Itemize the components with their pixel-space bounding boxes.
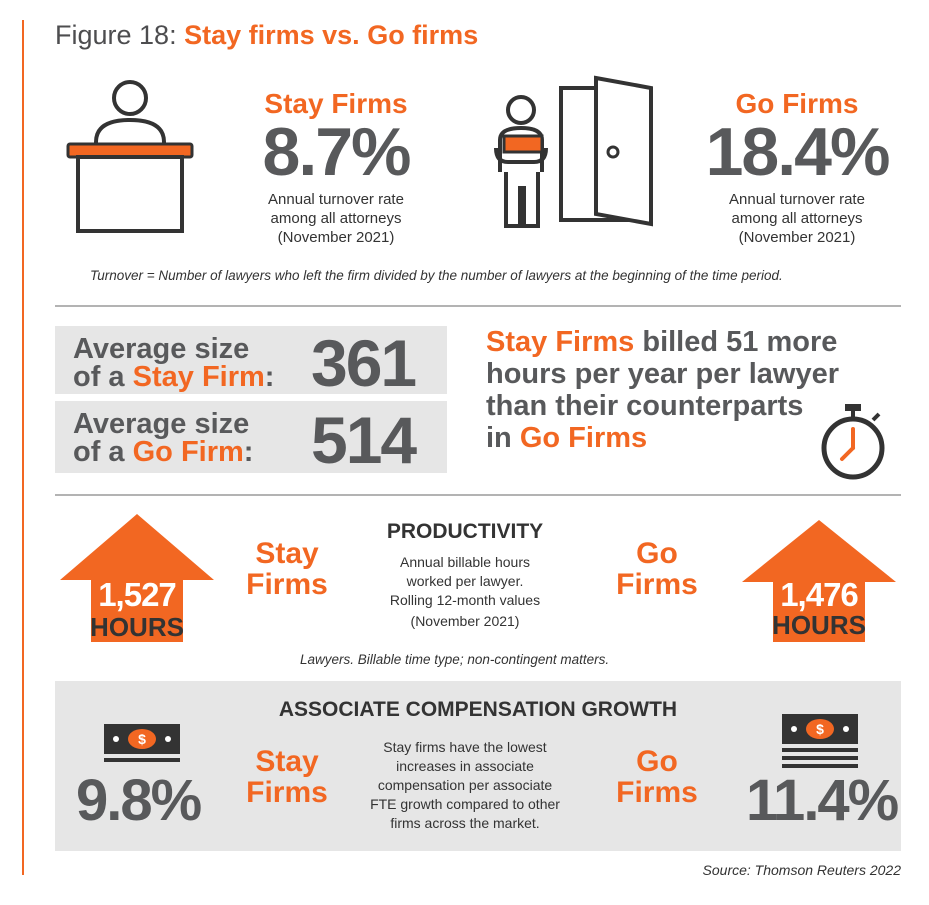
stay-size-prefix: of a	[73, 361, 133, 393]
go-firms-heading: Go Firms	[735, 88, 859, 119]
productivity-desc-line3: Rolling 12-month values	[389, 592, 541, 608]
go-size-label-line1: Average size	[73, 408, 250, 440]
billed-firm2: Go Firms	[519, 422, 648, 454]
productivity-desc-line1: Annual billable hours	[400, 554, 530, 570]
open-door-icon	[559, 75, 653, 227]
go-size-prefix: of a	[73, 436, 133, 468]
compensation-desc-line1: Stay firms have the lowest	[383, 739, 547, 755]
billed-line3: than their counterparts	[486, 390, 804, 422]
stay-size-label-line2: of a Stay Firm:	[73, 361, 275, 393]
stay-size-label-line1: Average size	[73, 333, 250, 365]
compensation-desc-line5: firms across the market.	[390, 815, 540, 831]
go-compensation-value: 11.4%	[746, 768, 899, 833]
stay-desc-line2: among all attorneys	[270, 210, 402, 227]
billed-line1: Stay Firms billed 51 more	[486, 326, 839, 358]
compensation-desc-line4: FTE growth compared to other	[370, 796, 560, 812]
go-turnover-value: 18.4%	[705, 114, 891, 190]
compensation-desc: Stay firms have the lowest increases in …	[340, 738, 590, 833]
desk-person-icon	[66, 80, 194, 233]
go-desc-line3: (November 2021)	[738, 229, 856, 246]
go-size-label-line2: of a Go Firm:	[73, 436, 254, 468]
stay-productivity-value: 1,527	[98, 576, 177, 613]
divider-1	[55, 305, 901, 307]
stay-productivity-unit: HOURS	[90, 612, 184, 642]
figure-title: Figure 18: Stay firms vs. Go firms	[55, 20, 478, 51]
stay-desc-line3: (November 2021)	[277, 229, 395, 246]
compensation-go-label: Go Firms	[602, 746, 712, 808]
up-arrow-icon	[742, 520, 896, 642]
money-bill-icon: $	[104, 724, 180, 762]
go-desc-line1: Annual turnover rate	[729, 191, 865, 208]
money-stack-symbol: $	[816, 721, 824, 737]
productivity-stay-label-1: Stay	[255, 537, 319, 570]
go-productivity-unit: HOURS	[772, 610, 866, 640]
stay-turnover-desc: Annual turnover rate among all attorneys…	[236, 190, 436, 247]
go-size-label: Average size of a Go Firm:	[73, 408, 254, 468]
stay-size-suffix: :	[264, 361, 275, 393]
productivity-go-label-2: Firms	[616, 568, 698, 601]
productivity-desc-line4: (November 2021)	[410, 613, 520, 629]
figure-subtitle: Stay firms vs. Go firms	[184, 20, 479, 50]
figure-number: Figure 18:	[55, 20, 177, 50]
productivity-desc-line2: worked per lawyer.	[406, 573, 524, 589]
go-size-firm: Go Firm	[132, 436, 244, 468]
stay-size-firm: Stay Firm	[132, 361, 265, 393]
compensation-stay-label-2: Firms	[246, 776, 328, 809]
person-carrying-box-icon	[494, 95, 548, 228]
compensation-stay-label: Stay Firms	[232, 746, 342, 808]
stay-firms-heading: Stay Firms	[264, 88, 408, 119]
go-desc-line2: among all attorneys	[731, 210, 863, 227]
productivity-stay-label-2: Firms	[246, 568, 328, 601]
compensation-go-label-1: Go	[636, 745, 678, 778]
up-arrow-icon	[60, 514, 214, 642]
compensation-heading: ASSOCIATE COMPENSATION GROWTH	[278, 698, 678, 721]
money-bill-symbol: $	[138, 731, 146, 747]
productivity-note: Lawyers. Billable time type; non-conting…	[300, 652, 610, 667]
stay-size-box: Average size of a Stay Firm: 361	[55, 326, 447, 400]
turnover-note: Turnover = Number of lawyers who left th…	[90, 268, 783, 283]
compensation-desc-line2: increases in associate	[396, 758, 534, 774]
productivity-desc: Annual billable hours worked per lawyer.…	[340, 553, 590, 631]
money-stack-icon: $	[782, 714, 858, 768]
billed-prefix4: in	[486, 422, 520, 454]
stay-turnover-value: 8.7%	[262, 114, 412, 190]
billed-statement: Stay Firms billed 51 more hours per year…	[486, 326, 839, 454]
compensation-desc-line3: compensation per associate	[377, 777, 553, 793]
billed-firm1: Stay Firms	[486, 326, 635, 358]
go-size-box: Average size of a Go Firm: 514	[55, 401, 447, 473]
compensation-panel	[55, 681, 901, 851]
billed-line2: hours per year per lawyer	[486, 358, 839, 390]
source-note: Source: Thomson Reuters 2022	[702, 862, 901, 878]
productivity-go-label-1: Go	[636, 537, 678, 570]
go-size-value: 514	[311, 403, 417, 477]
billed-text1: billed 51 more	[634, 326, 838, 358]
productivity-heading: PRODUCTIVITY	[386, 520, 544, 543]
compensation-stay-label-1: Stay	[255, 745, 319, 778]
go-productivity-value: 1,476	[780, 576, 859, 613]
productivity-go-label: Go Firms	[602, 538, 712, 600]
left-accent-line	[22, 20, 24, 875]
stay-size-value: 361	[311, 326, 417, 400]
stopwatch-icon	[821, 404, 885, 480]
stay-desc-line1: Annual turnover rate	[268, 191, 404, 208]
productivity-stay-label: Stay Firms	[232, 538, 342, 600]
billed-line4: in Go Firms	[486, 422, 839, 454]
go-turnover-desc: Annual turnover rate among all attorneys…	[697, 190, 897, 247]
stay-size-label: Average size of a Stay Firm:	[73, 333, 275, 393]
divider-2	[55, 494, 901, 496]
stay-compensation-value: 9.8%	[76, 768, 202, 833]
compensation-go-label-2: Firms	[616, 776, 698, 809]
go-size-suffix: :	[243, 436, 254, 468]
